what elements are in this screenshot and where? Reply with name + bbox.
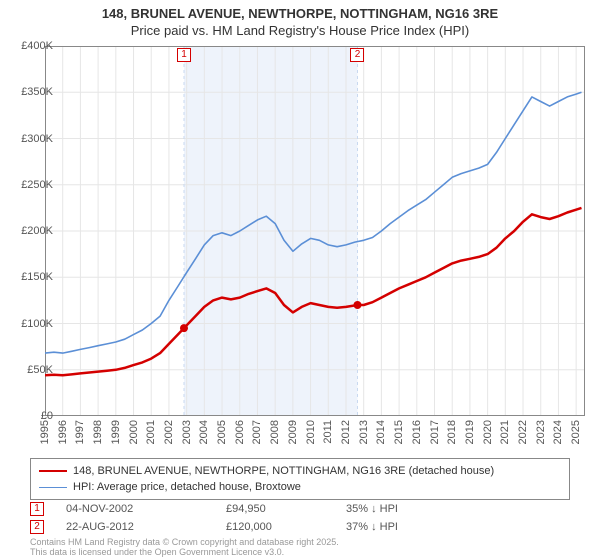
transaction-flag: 1 xyxy=(177,48,191,62)
transaction-delta-1: 35% ↓ HPI xyxy=(346,503,466,515)
x-tick-label: 2012 xyxy=(340,420,352,444)
chart-title-line2: Price paid vs. HM Land Registry's House … xyxy=(0,23,600,38)
x-tick-label: 2014 xyxy=(375,420,387,444)
x-tick-label: 2002 xyxy=(163,420,175,444)
x-tick-label: 2019 xyxy=(464,420,476,444)
x-tick-label: 2023 xyxy=(535,420,547,444)
legend-label-hpi: HPI: Average price, detached house, Brox… xyxy=(73,481,301,493)
transaction-price-2: £120,000 xyxy=(226,521,346,533)
transaction-date-1: 04-NOV-2002 xyxy=(66,503,226,515)
y-tick-label: £150K xyxy=(21,271,53,283)
y-tick-label: £250K xyxy=(21,179,53,191)
legend: 148, BRUNEL AVENUE, NEWTHORPE, NOTTINGHA… xyxy=(30,458,570,500)
attribution-line2: This data is licensed under the Open Gov… xyxy=(30,548,339,558)
x-tick-label: 2007 xyxy=(251,420,263,444)
y-tick-label: £350K xyxy=(21,86,53,98)
x-tick-label: 2004 xyxy=(198,420,210,444)
x-tick-label: 1999 xyxy=(110,420,122,444)
x-tick-label: 2011 xyxy=(322,420,334,444)
transaction-table: 1 04-NOV-2002 £94,950 35% ↓ HPI 2 22-AUG… xyxy=(30,500,466,536)
chart-title-line1: 148, BRUNEL AVENUE, NEWTHORPE, NOTTINGHA… xyxy=(0,6,600,21)
x-tick-label: 2021 xyxy=(499,420,511,444)
attribution: Contains HM Land Registry data © Crown c… xyxy=(30,538,339,558)
x-tick-label: 2005 xyxy=(216,420,228,444)
y-tick-label: £200K xyxy=(21,225,53,237)
x-tick-label: 2015 xyxy=(393,420,405,444)
chart-container: 148, BRUNEL AVENUE, NEWTHORPE, NOTTINGHA… xyxy=(0,0,600,560)
y-tick-label: £400K xyxy=(21,40,53,52)
legend-row-hpi: HPI: Average price, detached house, Brox… xyxy=(39,479,561,495)
transaction-delta-2: 37% ↓ HPI xyxy=(346,521,466,533)
plot-area xyxy=(45,46,585,416)
y-tick-label: £50K xyxy=(27,364,53,376)
transaction-row-2: 2 22-AUG-2012 £120,000 37% ↓ HPI xyxy=(30,518,466,536)
x-tick-label: 2000 xyxy=(128,420,140,444)
chart-title-block: 148, BRUNEL AVENUE, NEWTHORPE, NOTTINGHA… xyxy=(0,0,600,38)
x-tick-label: 2006 xyxy=(234,420,246,444)
x-tick-label: 2018 xyxy=(446,420,458,444)
x-tick-label: 2001 xyxy=(145,420,157,444)
legend-label-property: 148, BRUNEL AVENUE, NEWTHORPE, NOTTINGHA… xyxy=(73,465,494,477)
x-tick-label: 2003 xyxy=(181,420,193,444)
x-tick-label: 1995 xyxy=(39,420,51,444)
x-tick-label: 2020 xyxy=(482,420,494,444)
transaction-marker-1: 1 xyxy=(30,502,44,516)
x-tick-label: 2008 xyxy=(269,420,281,444)
legend-row-property: 148, BRUNEL AVENUE, NEWTHORPE, NOTTINGHA… xyxy=(39,463,561,479)
legend-swatch-property xyxy=(39,470,67,472)
transaction-price-1: £94,950 xyxy=(226,503,346,515)
x-tick-label: 2017 xyxy=(429,420,441,444)
x-tick-label: 2010 xyxy=(305,420,317,444)
transaction-row-1: 1 04-NOV-2002 £94,950 35% ↓ HPI xyxy=(30,500,466,518)
legend-swatch-hpi xyxy=(39,487,67,488)
x-tick-label: 2024 xyxy=(552,420,564,444)
y-tick-label: £100K xyxy=(21,318,53,330)
x-tick-label: 2025 xyxy=(570,420,582,444)
y-tick-label: £300K xyxy=(21,133,53,145)
x-tick-label: 2013 xyxy=(358,420,370,444)
x-tick-label: 2009 xyxy=(287,420,299,444)
chart-svg xyxy=(45,46,585,416)
x-tick-label: 2022 xyxy=(517,420,529,444)
transaction-marker-2: 2 xyxy=(30,520,44,534)
transaction-flag: 2 xyxy=(350,48,364,62)
x-tick-label: 1996 xyxy=(57,420,69,444)
x-tick-label: 2016 xyxy=(411,420,423,444)
x-tick-label: 1997 xyxy=(74,420,86,444)
transaction-date-2: 22-AUG-2012 xyxy=(66,521,226,533)
x-tick-label: 1998 xyxy=(92,420,104,444)
